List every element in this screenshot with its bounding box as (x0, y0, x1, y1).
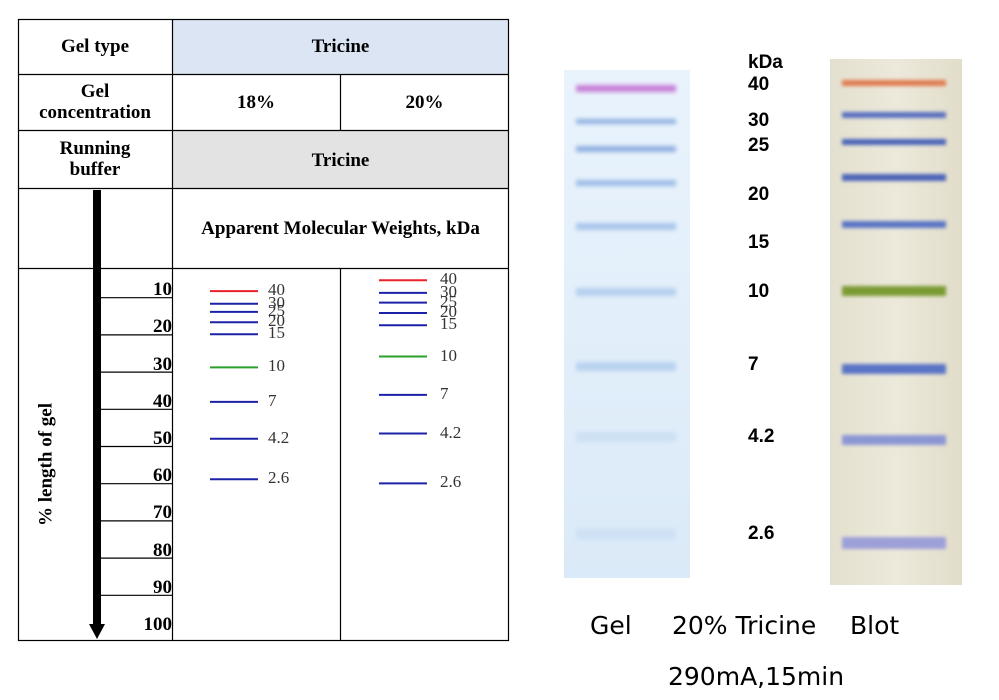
ladder-band-label: 40 (440, 269, 457, 289)
marker-label-15: 15 (748, 232, 770, 253)
gel-table (17, 18, 510, 642)
blot-band-10 (842, 286, 946, 296)
blot-band-20 (842, 174, 946, 181)
axis-tick-label: 90 (153, 576, 172, 598)
gel-band-4-2 (576, 432, 676, 442)
axis-tick-label: 80 (153, 539, 172, 561)
blot-band-7 (842, 364, 946, 374)
axis-ticks (97, 297, 172, 596)
marker-label-30: 30 (748, 110, 770, 131)
running-buffer-label: Running buffer (59, 138, 131, 180)
ladder-band-label: 30 (440, 281, 457, 301)
ladder-band-label: 15 (268, 323, 285, 343)
axis-tick-label: 20 (153, 316, 172, 338)
gel-band-7 (576, 362, 676, 371)
kda-unit-label: kDa (748, 52, 783, 73)
blot-band-2-6 (842, 537, 946, 549)
blot-band-4-2 (842, 435, 946, 445)
axis-tick-label: 10 (153, 279, 172, 301)
blot-band-25 (842, 139, 946, 145)
molecular-weights-header: Apparent Molecular Weights, kDa (201, 218, 480, 239)
ladder-18-percent (210, 290, 258, 481)
gel-band-40 (576, 85, 676, 92)
gel-band-15 (576, 223, 676, 230)
ladder-band-label: 4.2 (440, 422, 462, 442)
tricine-caption: 20% Tricine (672, 611, 817, 640)
ladder-band-label: 10 (440, 345, 457, 365)
blot-band-15 (842, 221, 946, 228)
axis-tick-label: 70 (153, 502, 172, 524)
gel-type-value-cell (172, 19, 509, 74)
ladder-band-label: 25 (268, 300, 285, 320)
gel-image (564, 70, 690, 578)
axis-tick-label: 50 (153, 428, 172, 449)
blot-band-40 (842, 80, 946, 86)
concentration-18: 18% (237, 92, 275, 113)
gel-type-label: Gel type (60, 36, 130, 57)
ladder-band-label: 30 (268, 292, 285, 312)
axis-tick-label: 100 (143, 614, 173, 635)
gel-caption: Gel (590, 611, 632, 640)
ladder-band-label: 20 (440, 302, 457, 321)
marker-label-25: 25 (748, 135, 770, 156)
blot-image (830, 59, 962, 585)
gel-band-25 (576, 146, 676, 152)
marker-label-20: 20 (748, 184, 770, 205)
gel-band-20 (576, 180, 676, 186)
axis-tick-label: 40 (153, 390, 172, 412)
blot-band-30 (842, 112, 946, 118)
ladder-band-label: 40 (268, 280, 285, 300)
marker-label-4-2: 4.2 (748, 426, 775, 447)
ladder-band-label: 10 (268, 356, 285, 376)
gel-band-2-6 (576, 528, 676, 540)
ladder-band-label: 25 (440, 291, 457, 311)
ladder-band-label: 2.6 (440, 472, 462, 492)
running-buffer-value-cell (172, 131, 509, 188)
gel-type-value: Tricine (311, 36, 370, 57)
table-border (17, 18, 510, 642)
run-conditions-caption: 290mA,15min (668, 662, 845, 691)
blot-caption: Blot (850, 611, 900, 640)
gel-length-axis-label: % length of gel (35, 403, 57, 526)
gel-concentration-label: Gel concentration (39, 81, 151, 123)
axis-tick-label: 60 (153, 465, 172, 487)
ladder-band-label: 7 (268, 390, 277, 410)
ladder-20-percent (379, 279, 427, 485)
marker-label-2-6: 2.6 (748, 523, 775, 544)
ladder-band-label: 20 (268, 311, 285, 331)
marker-label-10: 10 (748, 281, 770, 302)
axis-tick-label: 30 (153, 353, 172, 375)
gel-band-30 (576, 119, 676, 124)
ladder-band-label: 4.2 (268, 427, 290, 447)
axis-arrow-head (89, 624, 105, 639)
running-buffer-value: Tricine (311, 150, 370, 171)
ladder-band-label: 15 (440, 314, 457, 334)
ladder-band-label: 2.6 (268, 468, 290, 488)
ladder-band-label: 7 (440, 383, 449, 403)
marker-label-7: 7 (748, 354, 759, 375)
gel-band-10 (576, 288, 676, 296)
marker-label-40: 40 (748, 74, 770, 95)
concentration-20: 20% (405, 92, 444, 113)
